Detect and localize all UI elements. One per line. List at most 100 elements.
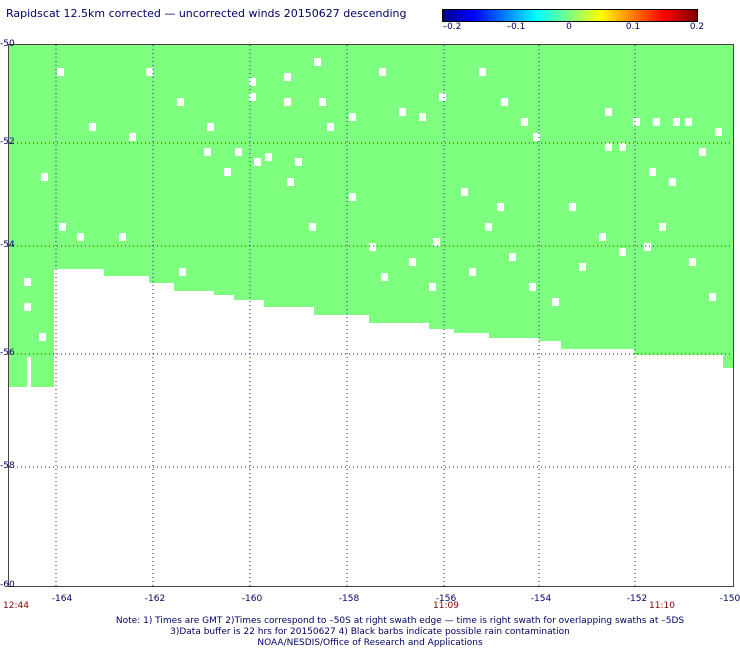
missing-cell [284, 73, 291, 81]
missing-cell [709, 293, 716, 301]
missing-cell [119, 233, 126, 241]
missing-cell [179, 268, 186, 276]
missing-cell [207, 123, 214, 131]
missing-cell [369, 243, 376, 251]
colorbar-label: –0.1 [506, 22, 526, 32]
lat-label: -54 [0, 240, 15, 250]
missing-cell [319, 98, 326, 106]
missing-cell [461, 188, 468, 196]
missing-cell [235, 148, 242, 156]
lon-label: -152 [626, 594, 648, 604]
missing-cell [619, 248, 626, 256]
missing-cell [429, 283, 436, 291]
wind-swath [9, 45, 733, 387]
missing-cell [204, 148, 211, 156]
missing-cell [569, 203, 576, 211]
wind-difference-map [9, 45, 733, 586]
missing-cell [685, 118, 692, 126]
missing-cell [673, 118, 680, 126]
lat-label: -50 [0, 39, 15, 49]
missing-cell [659, 223, 666, 231]
missing-cell [24, 303, 31, 311]
missing-cell [633, 118, 640, 126]
credit-line: NOAA/NESDIS/Office of Research and Appli… [257, 638, 483, 648]
missing-cell [295, 158, 302, 166]
missing-cell [379, 68, 386, 76]
missing-cell [381, 273, 388, 281]
lat-lon-grid [9, 45, 733, 586]
missing-cell [501, 98, 508, 106]
missing-cell [552, 298, 559, 306]
map-plot-area [8, 44, 734, 587]
missing-cell [146, 68, 153, 76]
missing-cell [533, 133, 540, 141]
missing-cell [254, 158, 261, 166]
missing-cell [521, 118, 528, 126]
missing-cell [129, 133, 136, 141]
missing-cell [309, 223, 316, 231]
missing-cell [41, 173, 48, 181]
missing-cell [89, 123, 96, 131]
missing-cell [599, 233, 606, 241]
missing-cell [479, 68, 486, 76]
time-label: 11:09 [433, 601, 459, 611]
missing-cell [57, 68, 64, 76]
lat-label: -58 [0, 461, 15, 471]
wind-field [9, 45, 733, 387]
missing-cell [349, 113, 356, 121]
colorbar-label: 0 [566, 22, 572, 32]
missing-cell [605, 108, 612, 116]
missing-cell [689, 258, 696, 266]
missing-cell [699, 148, 706, 156]
missing-cell [77, 233, 84, 241]
missing-cell [605, 143, 612, 151]
lon-label: -154 [530, 594, 552, 604]
lon-label: -156 [435, 594, 457, 604]
colorbar-label: –0.2 [442, 22, 462, 32]
missing-cell [287, 178, 294, 186]
lon-label: -162 [144, 594, 166, 604]
colorbar [442, 9, 698, 22]
missing-cell [59, 223, 66, 231]
missing-cell [249, 93, 256, 101]
lon-label: -158 [338, 594, 360, 604]
missing-cell [644, 243, 651, 251]
missing-cell [177, 98, 184, 106]
missing-cell [284, 98, 291, 106]
plot-title: Rapidscat 12.5km corrected — uncorrected… [6, 7, 407, 20]
missing-cell [485, 223, 492, 231]
time-label: 12:44 [3, 601, 29, 611]
colorbar-label: 0.2 [689, 22, 705, 32]
missing-cell [419, 113, 426, 121]
missing-cell [579, 263, 586, 271]
time-label: 11:10 [649, 601, 675, 611]
missing-cell [314, 58, 321, 66]
missing-cell [224, 168, 231, 176]
missing-cell [24, 278, 31, 286]
colorbar-label: 0.1 [625, 22, 641, 32]
lat-label: -52 [0, 137, 15, 147]
lat-label: -56 [0, 348, 15, 358]
missing-cell [249, 78, 256, 86]
missing-cell [409, 258, 416, 266]
lon-label: -164 [51, 594, 73, 604]
missing-cell [349, 193, 356, 201]
lon-label: -160 [241, 594, 263, 604]
missing-cell [327, 123, 334, 131]
missing-cell [669, 178, 676, 186]
missing-cell [653, 118, 660, 126]
lat-label: -60 [0, 580, 15, 590]
lon-label: -150 [719, 594, 740, 604]
missing-cell [433, 238, 440, 246]
note-line: 3)Data buffer is 22 hrs for 20150627 4) … [170, 627, 570, 637]
missing-cell [469, 268, 476, 276]
missing-cell [509, 253, 516, 261]
missing-cell [39, 333, 46, 341]
missing-cell [265, 153, 272, 161]
missing-cell [439, 93, 446, 101]
missing-cell [399, 108, 406, 116]
note-line: Note: 1) Times are GMT 2)Times correspon… [115, 616, 685, 626]
missing-cell [497, 203, 504, 211]
missing-cell [649, 168, 656, 176]
missing-cell [715, 128, 722, 136]
